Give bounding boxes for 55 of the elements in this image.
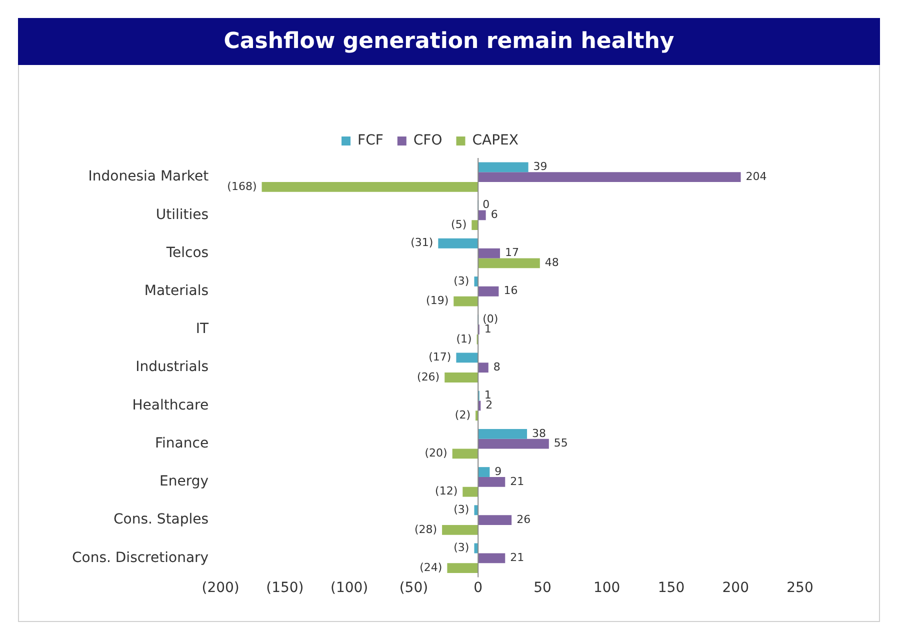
legend-label: CAPEX (472, 132, 519, 149)
data-label: 26 (516, 512, 531, 526)
data-label: 39 (533, 160, 548, 174)
y-tick-label: Utilities (156, 206, 209, 223)
legend-label: CFO (413, 132, 442, 149)
x-tick-label: 0 (474, 580, 483, 596)
data-label: 17 (504, 246, 519, 260)
data-label: 48 (544, 256, 559, 270)
x-tick-label: (200) (202, 580, 240, 596)
data-label: (5) (451, 218, 467, 231)
x-tick-label: (150) (266, 580, 304, 596)
y-tick-label: Materials (144, 283, 209, 300)
data-label: 55 (554, 436, 568, 450)
y-tick-label: Indonesia Market (88, 168, 210, 185)
y-tick-label: Telcos (165, 244, 209, 261)
x-tick-label: (100) (330, 580, 368, 596)
data-label: (3) (454, 274, 470, 288)
data-label: 8 (493, 360, 500, 374)
y-tick-label: Industrials (136, 359, 209, 376)
data-label: 21 (510, 474, 524, 488)
y-tick-label: Cons. Discretionary (72, 550, 209, 566)
data-label: (12) (435, 484, 458, 498)
data-label: (19) (426, 294, 449, 308)
data-label: (1) (456, 332, 472, 346)
x-tick-label: (50) (399, 580, 428, 596)
data-label: 16 (504, 284, 518, 298)
data-label: 38 (532, 426, 546, 440)
data-label: (168) (227, 180, 257, 193)
y-tick-label: IT (196, 321, 210, 338)
x-tick-label: 200 (722, 580, 749, 596)
y-tick-label: Finance (155, 435, 209, 452)
legend-label: FCF (358, 132, 384, 149)
data-label: (17) (428, 350, 452, 364)
data-label: (24) (420, 560, 442, 574)
data-label: (28) (414, 522, 438, 536)
chart-title: Cashflow generation remain healthy (18, 18, 880, 65)
data-label: (20) (424, 446, 448, 460)
y-tick-label: Healthcare (132, 397, 209, 414)
data-label: 6 (490, 208, 498, 222)
data-label: (2) (454, 408, 471, 422)
data-label: (3) (454, 502, 470, 516)
x-tick-label: 250 (786, 580, 814, 596)
data-label: 204 (746, 170, 767, 183)
data-label: (26) (417, 370, 440, 384)
data-label: (3) (454, 541, 470, 554)
data-label: 0 (482, 198, 490, 212)
data-label: 9 (494, 464, 502, 478)
x-tick-label: 50 (534, 580, 552, 596)
data-label: (31) (410, 236, 434, 250)
data-label: 21 (510, 551, 524, 564)
y-tick-label: Energy (160, 474, 209, 490)
x-tick-label: 100 (593, 580, 620, 596)
y-tick-label: Cons. Staples (114, 512, 209, 528)
data-label: (0) (482, 312, 498, 326)
x-tick-label: 150 (658, 580, 685, 596)
